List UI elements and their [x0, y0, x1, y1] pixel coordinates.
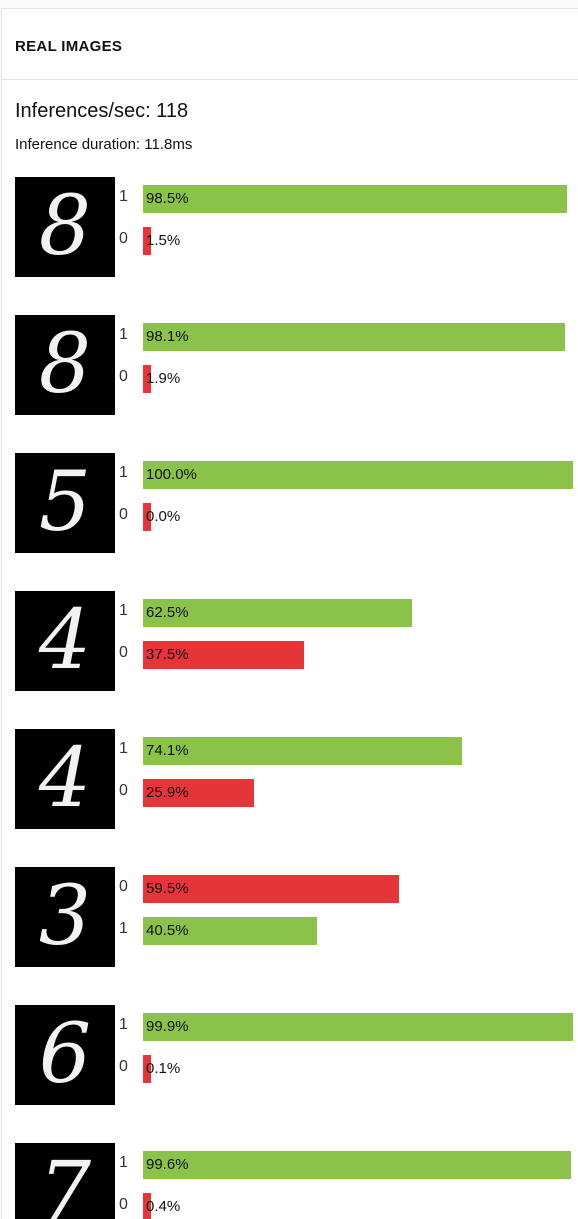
class-label: 0	[119, 644, 128, 661]
prediction-row: 0 25.9%	[15, 779, 575, 807]
confidence-percent: 1.9%	[146, 370, 181, 387]
class-label: 1	[119, 326, 128, 343]
confidence-bar	[143, 323, 565, 351]
real-images-panel: REAL IMAGES Inferences/sec: 118 Inferenc…	[1, 8, 578, 1219]
prediction-item: 8 1 98.5% 0 1.5%	[15, 177, 575, 279]
class-label: 1	[119, 1154, 128, 1171]
confidence-bar	[143, 227, 151, 255]
prediction-item: 4 1 74.1% 0 25.9%	[15, 729, 575, 831]
prediction-row: 1 62.5%	[15, 599, 575, 627]
prediction-item: 8 1 98.1% 0 1.9%	[15, 315, 575, 417]
confidence-bar	[143, 185, 567, 213]
digit-image: 8	[15, 177, 115, 277]
digit-glyph: 8	[38, 179, 92, 274]
class-label: 0	[119, 368, 128, 385]
class-label: 1	[119, 602, 128, 619]
confidence-bar	[143, 461, 573, 489]
confidence-bar	[143, 1055, 151, 1083]
prediction-row: 1 100.0%	[15, 461, 575, 489]
confidence-bar	[143, 599, 412, 627]
inferences-per-sec: Inferences/sec: 118	[15, 100, 189, 122]
confidence-percent: 25.9%	[146, 784, 189, 801]
digit-glyph: 8	[38, 317, 92, 412]
confidence-bar	[143, 503, 151, 531]
confidence-bar	[143, 737, 462, 765]
prediction-row: 0 59.5%	[15, 875, 575, 903]
digit-image: 7	[15, 1143, 115, 1219]
class-label: 0	[119, 230, 128, 247]
confidence-bar	[143, 1193, 151, 1219]
digit-image: 4	[15, 591, 115, 691]
confidence-percent: 99.9%	[146, 1018, 189, 1035]
prediction-row: 0 0.4%	[15, 1193, 575, 1219]
prediction-row: 1 40.5%	[15, 917, 575, 945]
prediction-row: 1 99.6%	[15, 1151, 575, 1179]
confidence-percent: 1.5%	[146, 232, 181, 249]
class-label: 1	[119, 1016, 128, 1033]
confidence-percent: 99.6%	[146, 1156, 189, 1173]
prediction-row: 0 0.0%	[15, 503, 575, 531]
confidence-percent: 0.0%	[146, 508, 181, 525]
prediction-row: 0 37.5%	[15, 641, 575, 669]
confidence-percent: 100.0%	[146, 466, 197, 483]
digit-image: 4	[15, 729, 115, 829]
panel-header: REAL IMAGES	[2, 9, 578, 80]
digit-glyph: 4	[38, 731, 92, 826]
class-label: 1	[119, 188, 128, 205]
prediction-row: 1 98.1%	[15, 323, 575, 351]
digit-glyph: 5	[38, 455, 92, 550]
prediction-row: 1 98.5%	[15, 185, 575, 213]
confidence-percent: 98.5%	[146, 190, 189, 207]
confidence-percent: 40.5%	[146, 922, 189, 939]
digit-image: 3	[15, 867, 115, 967]
prediction-row: 1 74.1%	[15, 737, 575, 765]
class-label: 0	[119, 506, 128, 523]
prediction-item: 7 1 99.6% 0 0.4%	[15, 1143, 575, 1219]
confidence-percent: 59.5%	[146, 880, 189, 897]
digit-image: 5	[15, 453, 115, 553]
confidence-bar	[143, 1013, 573, 1041]
confidence-percent: 62.5%	[146, 604, 189, 621]
class-label: 1	[119, 464, 128, 481]
prediction-row: 0 1.5%	[15, 227, 575, 255]
prediction-item: 6 1 99.9% 0 0.1%	[15, 1005, 575, 1107]
prediction-item: 5 1 100.0% 0 0.0%	[15, 453, 575, 555]
digit-glyph: 4	[38, 593, 92, 688]
inference-duration: Inference duration: 11.8ms	[15, 136, 193, 153]
panel-title: REAL IMAGES	[15, 38, 123, 55]
confidence-bar	[143, 1151, 572, 1179]
confidence-bar	[143, 917, 318, 945]
prediction-item: 3 0 59.5% 1 40.5%	[15, 867, 575, 969]
digit-image: 8	[15, 315, 115, 415]
confidence-bar	[143, 641, 305, 669]
confidence-percent: 0.4%	[146, 1198, 181, 1215]
digit-image: 6	[15, 1005, 115, 1105]
class-label: 0	[119, 878, 128, 895]
confidence-percent: 74.1%	[146, 742, 189, 759]
prediction-row: 1 99.9%	[15, 1013, 575, 1041]
confidence-percent: 98.1%	[146, 328, 189, 345]
confidence-percent: 37.5%	[146, 646, 189, 663]
class-label: 0	[119, 782, 128, 799]
digit-glyph: 7	[38, 1145, 92, 1219]
class-label: 1	[119, 740, 128, 757]
digit-glyph: 3	[38, 869, 92, 964]
class-label: 0	[119, 1058, 128, 1075]
confidence-bar	[143, 365, 152, 393]
confidence-percent: 0.1%	[146, 1060, 181, 1077]
prediction-row: 0 1.9%	[15, 365, 575, 393]
class-label: 0	[119, 1196, 128, 1213]
prediction-item: 4 1 62.5% 0 37.5%	[15, 591, 575, 693]
confidence-bar	[143, 779, 255, 807]
prediction-row: 0 0.1%	[15, 1055, 575, 1083]
class-label: 1	[119, 920, 128, 937]
confidence-bar	[143, 875, 399, 903]
digit-glyph: 6	[38, 1007, 92, 1102]
